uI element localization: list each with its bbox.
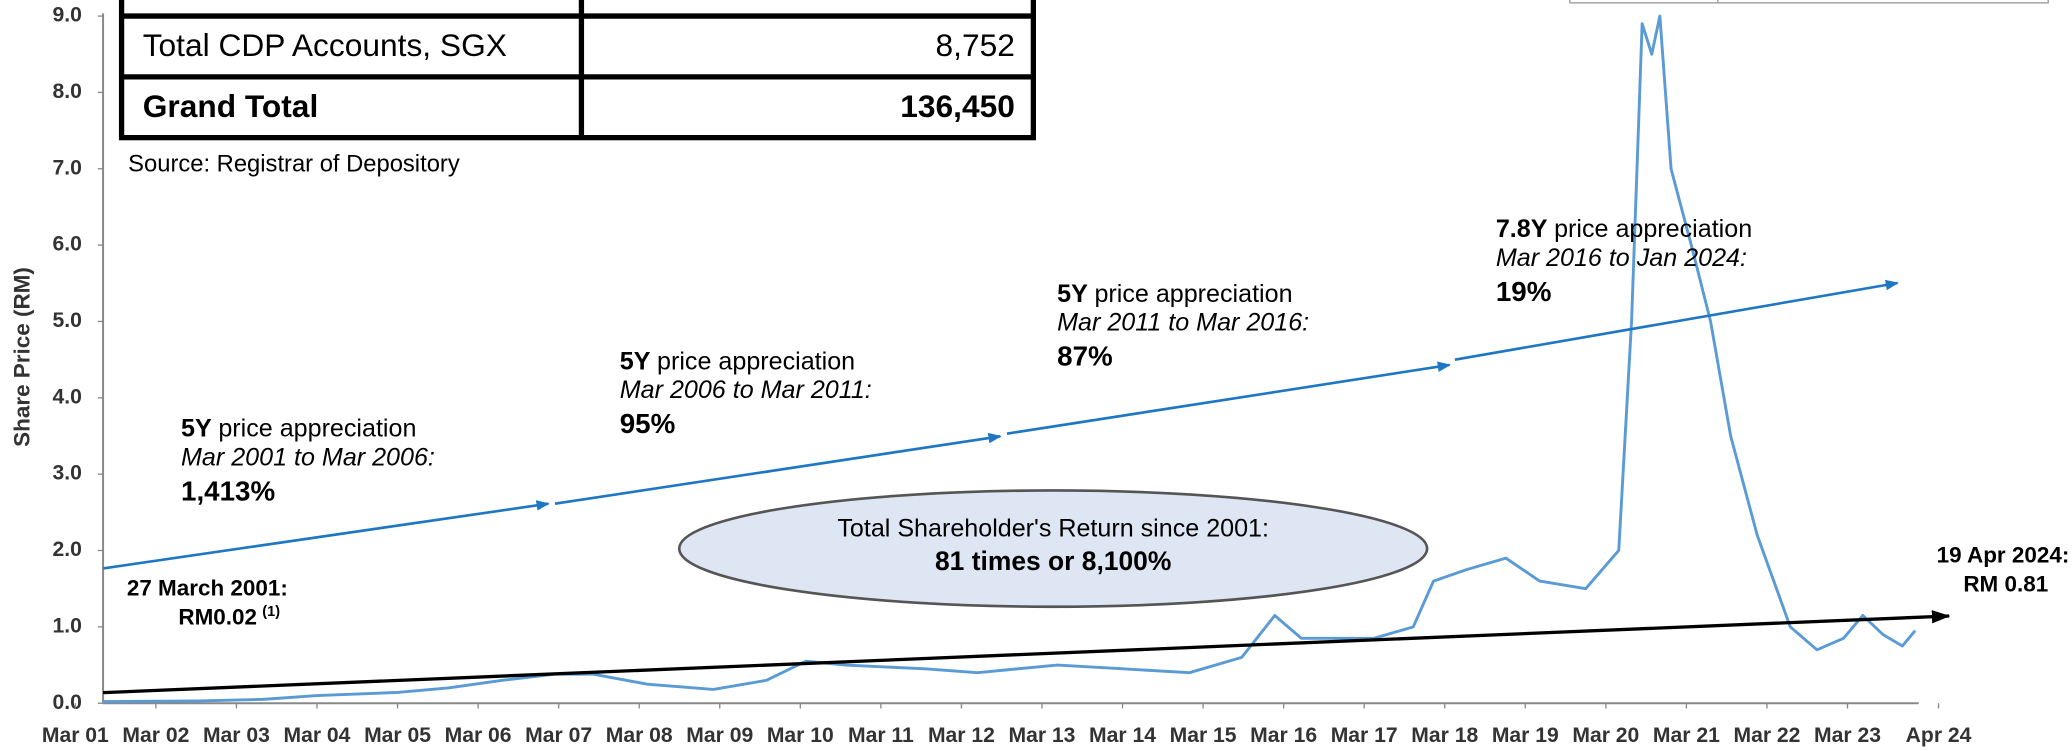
annotation-value: 1,413% [181, 475, 275, 506]
annotation-value: 87% [1057, 341, 1113, 372]
y-tick-label: 5.0 [53, 309, 82, 332]
trend-arrow [554, 432, 1002, 505]
return-line1: Total Shareholder's Return since 2001: [837, 515, 1269, 543]
x-tick-label: Mar 21 [1653, 724, 1720, 747]
table-cell: 8,752 [936, 27, 1015, 63]
annotation-title: 5Y price appreciation [1057, 280, 1292, 308]
cut-box [1569, 0, 2049, 4]
x-tick-label: Apr 24 [1906, 724, 1972, 747]
x-tick-label: Mar 06 [445, 724, 512, 747]
annotation-period: Mar 2001 to Mar 2006: [181, 443, 435, 471]
start-note: (1) [262, 604, 280, 620]
annotation-bold: 5Y [1057, 280, 1088, 308]
start-date: 27 March 2001: [127, 576, 288, 601]
y-axis-label: Share Price (RM) [10, 267, 35, 447]
trend-arrows [102, 279, 1899, 570]
annotation-period: Mar 2006 to Mar 2011: [620, 376, 872, 404]
annotation-title: 5Y price appreciation [620, 347, 855, 375]
x-tick-label: Mar 19 [1492, 724, 1559, 747]
annotation-bold: 5Y [181, 414, 212, 442]
overall-arrow [103, 610, 1951, 695]
x-tick-label: Mar 22 [1733, 724, 1800, 747]
y-tick-label: 1.0 [53, 614, 82, 637]
annotation-title: 7.8Y price appreciation [1496, 215, 1752, 243]
x-tick-label: Mar 14 [1089, 724, 1156, 747]
end-date: 19 Apr 2024: [1937, 542, 2070, 567]
y-tick-label: 8.0 [53, 80, 82, 103]
annotation-text: price appreciation [218, 414, 416, 442]
y-tick-label: 3.0 [53, 462, 82, 485]
y-tick-label: 6.0 [53, 233, 82, 256]
x-tick-label: Mar 02 [122, 724, 189, 747]
trend-arrow [1006, 361, 1451, 435]
x-tick-label: Mar 23 [1814, 724, 1881, 747]
x-tick-label: Mar 05 [364, 724, 431, 747]
start-price-value: RM0.02 [178, 605, 257, 630]
x-tick-label: Mar 11 [848, 724, 914, 747]
annotation-text: price appreciation [657, 347, 855, 375]
x-tick-label: Mar 01 [42, 724, 109, 747]
y-tick-label: 2.0 [53, 538, 82, 561]
x-tick-label: Mar 12 [928, 724, 995, 747]
table-cell: Grand Total [143, 88, 319, 124]
annotation-bold: 7.8Y [1496, 215, 1548, 243]
annotation-text: price appreciation [1554, 215, 1752, 243]
y-tick-label: 4.0 [53, 385, 82, 408]
x-tick-label: Mar 03 [203, 724, 270, 747]
source: Source: Registrar of Depository [128, 151, 460, 178]
x-tick-label: Mar 07 [525, 724, 592, 747]
y-tick-label: 0.0 [53, 691, 82, 714]
x-tick-label: Mar 17 [1331, 724, 1398, 747]
annotation-title: 5Y price appreciation [181, 414, 416, 442]
return-ellipse [677, 489, 1429, 609]
x-tick-label: Mar 09 [686, 724, 753, 747]
x-tick-label: Mar 10 [767, 724, 834, 747]
annotation-value: 95% [620, 408, 676, 439]
annotation-text: price appreciation [1094, 280, 1292, 308]
x-tick-label: Mar 20 [1572, 724, 1639, 747]
x-tick-label: Mar 15 [1170, 724, 1237, 747]
x-tick-label: Mar 04 [284, 724, 351, 747]
annotation-period: Mar 2011 to Mar 2016: [1057, 309, 1309, 337]
return-line2: 81 times or 8,100% [935, 546, 1171, 576]
x-tick-label: Mar 08 [606, 724, 673, 747]
x-tick-label: Mar 13 [1009, 724, 1076, 747]
trend-arrow [102, 500, 550, 570]
x-tick-label: Mar 18 [1411, 724, 1478, 747]
table-cell: 136,450 [900, 88, 1015, 124]
trend-arrow [1454, 279, 1899, 361]
y-tick-label: 9.0 [53, 4, 82, 27]
annotation-bold: 5Y [620, 347, 651, 375]
annotation-period: Mar 2016 to Jan 2024: [1496, 244, 1747, 272]
annotation-value: 19% [1496, 276, 1552, 307]
start-price: RM0.02 (1) [178, 604, 280, 630]
end-price: RM 0.81 [1963, 572, 2048, 597]
table-cell: Total CDP Accounts, SGX [143, 27, 507, 63]
table [118, 0, 1036, 141]
y-tick-label: 7.0 [53, 156, 82, 179]
x-tick-label: Mar 16 [1250, 724, 1317, 747]
